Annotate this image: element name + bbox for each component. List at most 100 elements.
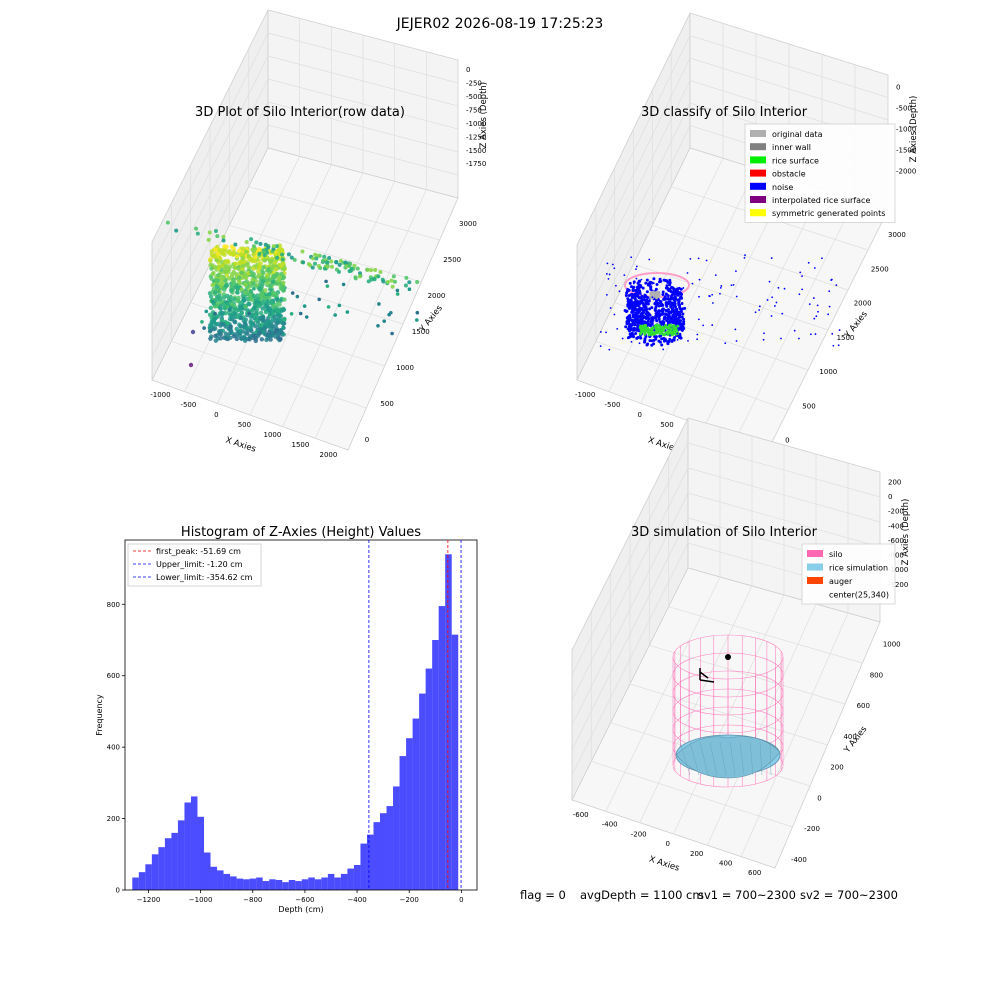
legend-label: symmetric generated points: [772, 209, 885, 218]
data-point: [234, 253, 240, 259]
data-point: [206, 237, 211, 242]
data-point: [238, 315, 244, 321]
noise-point: [605, 273, 608, 275]
y-tick-label: 200: [830, 764, 843, 772]
data-point: [255, 296, 261, 301]
data-point: [218, 323, 223, 328]
data-point: [275, 297, 280, 302]
noise-point: [637, 302, 641, 306]
histogram-bar: [249, 878, 257, 890]
legend-label: Upper_limit: -1.20 cm: [156, 560, 243, 569]
z-tick-label: 0: [888, 493, 892, 501]
noise-point: [679, 335, 682, 337]
noise-point: [662, 339, 666, 343]
histogram-bar: [366, 834, 374, 890]
noise-point: [629, 318, 633, 322]
data-point: [290, 291, 295, 295]
noise-point: [696, 333, 699, 336]
noise-point: [762, 338, 765, 341]
data-point: [243, 317, 248, 322]
noise-point: [770, 315, 773, 317]
noise-point: [638, 342, 641, 345]
rice-surface-point: [656, 329, 660, 333]
rice-mesh-line: [769, 741, 772, 776]
noise-point: [655, 335, 658, 338]
data-point: [262, 253, 267, 258]
data-point: [263, 242, 268, 247]
noise-point: [649, 319, 653, 323]
data-point: [357, 274, 362, 279]
data-point: [212, 320, 217, 325]
noise-point: [813, 267, 816, 269]
data-point: [298, 311, 303, 316]
y-tick-label: 2000: [428, 292, 446, 300]
data-point: [210, 282, 215, 288]
y-tick-label: 3000: [459, 220, 477, 228]
legend-swatch: [750, 156, 766, 164]
data-point: [266, 245, 271, 250]
data-point: [365, 267, 370, 272]
data-point: [231, 333, 237, 339]
wall-gridline: [687, 442, 881, 498]
silo-ring: [672, 634, 784, 680]
rice-surface-point: [643, 331, 647, 335]
data-point: [264, 337, 269, 343]
histogram-bar: [360, 843, 367, 890]
data-point: [295, 294, 300, 299]
noise-point: [828, 305, 831, 308]
noise-point: [627, 294, 631, 298]
data-point: [407, 287, 412, 292]
noise-point: [629, 324, 633, 328]
noise-point: [650, 316, 654, 320]
noise-point: [812, 297, 815, 299]
legend-label: original data: [772, 130, 823, 139]
histogram-bar: [236, 878, 244, 890]
data-point: [265, 307, 270, 312]
data-point: [229, 301, 235, 307]
noise-point: [662, 278, 666, 282]
data-point: [263, 295, 268, 301]
panel-title: 3D simulation of Silo Interior: [631, 525, 818, 540]
data-point: [381, 279, 386, 284]
data-point: [286, 252, 291, 257]
histogram-bar: [282, 882, 289, 890]
noise-point: [672, 292, 676, 296]
x-tick-label: -1000: [575, 391, 595, 399]
data-point: [257, 285, 262, 291]
rice-mesh-line: [709, 741, 718, 776]
data-point: [259, 268, 265, 273]
rice-surface-point: [661, 328, 665, 332]
data-point: [243, 282, 248, 287]
noise-point: [664, 279, 668, 283]
x-tick-label: 0: [214, 411, 218, 419]
panel-title: 3D Plot of Silo Interior(row data): [195, 105, 405, 120]
data-point: [212, 290, 218, 295]
data-point: [219, 259, 224, 264]
noise-point: [654, 316, 658, 320]
histogram-bar: [269, 879, 276, 890]
noise-point: [608, 348, 611, 351]
z-tick-label: -1500: [896, 146, 916, 154]
data-point: [228, 294, 233, 300]
data-point: [254, 240, 259, 245]
noise-point: [689, 257, 692, 260]
noise-point: [646, 342, 650, 346]
noise-point: [734, 328, 737, 331]
data-point: [243, 249, 249, 254]
noise-point: [663, 312, 667, 316]
legend-box: [744, 123, 896, 223]
data-point: [389, 310, 393, 315]
noise-point: [668, 337, 672, 341]
original-data-point: [655, 293, 659, 297]
x-tick-label: 200: [690, 850, 703, 858]
z-axis-label: Z Axies (Depth): [479, 82, 489, 149]
noise-point: [625, 320, 629, 324]
noise-point: [607, 278, 610, 280]
data-point: [276, 277, 281, 283]
data-point: [281, 261, 286, 266]
noise-point: [642, 321, 645, 324]
noise-point: [711, 293, 714, 296]
noise-point: [714, 274, 717, 277]
noise-point: [832, 344, 835, 347]
